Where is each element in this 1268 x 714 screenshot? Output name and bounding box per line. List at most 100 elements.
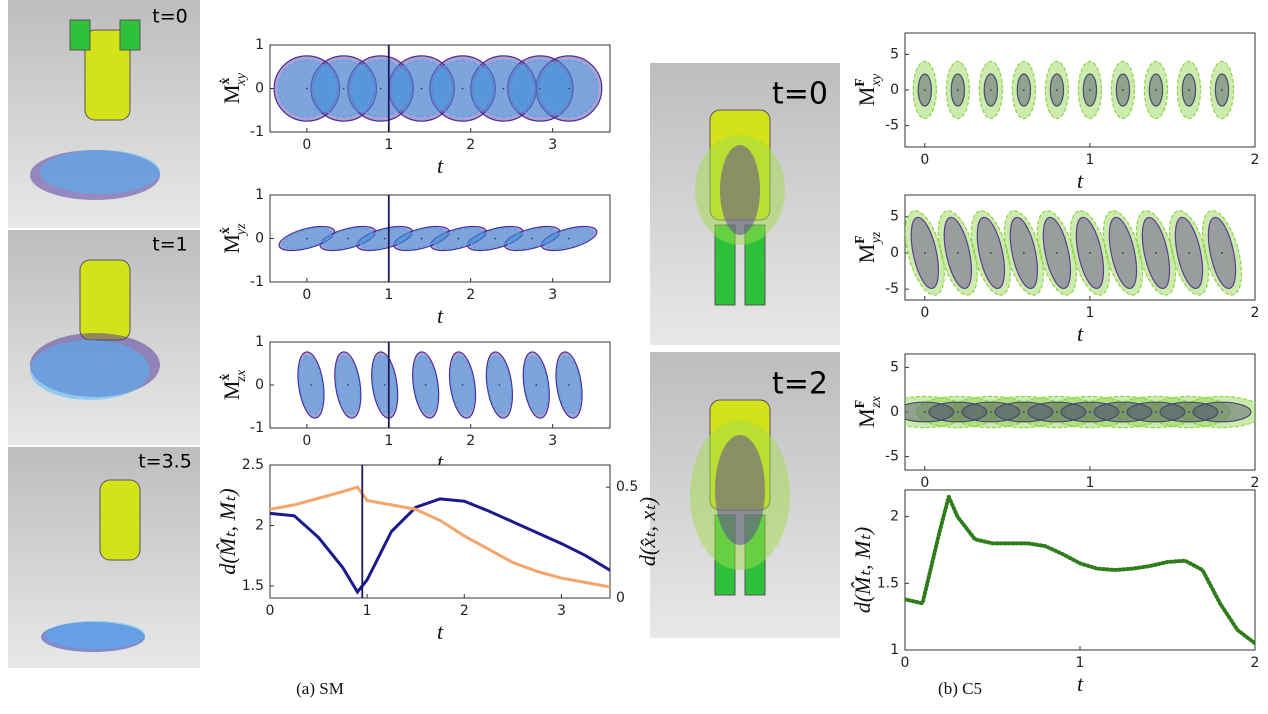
x-tick-label: 1 — [1085, 475, 1094, 491]
x-tick-label: 2 — [1251, 305, 1260, 321]
y-tick-label: -1 — [250, 420, 264, 436]
x-axis-label: t — [1077, 321, 1084, 346]
x-tick-label: 1 — [1085, 152, 1094, 168]
y-label-base: M — [854, 87, 879, 107]
center-dot — [990, 411, 992, 413]
x-tick-label: 2 — [460, 603, 469, 619]
x-tick-label: 0 — [920, 152, 929, 168]
center-dot — [383, 237, 386, 240]
plot-area — [912, 60, 1235, 120]
center-dot — [1221, 252, 1223, 254]
plot-area — [297, 351, 583, 419]
center-dot — [1122, 252, 1124, 254]
y-tick-label: -1 — [250, 274, 264, 290]
y-label-sup: F — [853, 400, 868, 409]
y-tick-label: -5 — [885, 118, 899, 134]
x-axis-label: t — [437, 303, 444, 328]
y-axis-label: d(M̂ₜ, Mₜ) — [215, 488, 240, 574]
x-tick-label: 0 — [302, 137, 311, 153]
x-tick-label: 1 — [1085, 305, 1094, 321]
center-dot — [1056, 411, 1058, 413]
y-axis-label: MFyz — [853, 231, 884, 263]
center-dot — [531, 237, 533, 240]
center-dot — [1089, 89, 1091, 91]
y-label-sub: zx — [234, 369, 249, 382]
x-tick-label: 1 — [384, 137, 393, 153]
y2-tick-label: 0 — [616, 590, 625, 606]
chart: 0 1 2 -5 0 5 t MFxy — [853, 32, 1260, 193]
plot-area — [905, 395, 1255, 429]
y-tick-label: 1 — [255, 334, 264, 350]
center-dot — [924, 411, 926, 413]
chart: 0 1 2 3 -1 0 1 t Mẋyz — [218, 187, 611, 328]
center-dot — [379, 87, 382, 90]
y-label-sub: xy — [869, 73, 884, 87]
center-dot — [1155, 411, 1157, 413]
center-dot — [461, 384, 464, 386]
x-axis-label: t — [1077, 671, 1084, 696]
plot-area — [278, 225, 598, 252]
y-axis-label: MFxy — [853, 73, 884, 106]
y-tick-label: 0 — [890, 245, 899, 261]
center-dot — [1056, 89, 1058, 91]
image-label: t=3.5 — [138, 451, 192, 473]
robot-ellipses — [30, 135, 790, 652]
plot-frame — [904, 489, 1256, 651]
center-dot — [461, 87, 464, 90]
plot-area — [905, 490, 1255, 646]
y-axis-label: Mẋzx — [218, 369, 249, 400]
x-tick-label: 1 — [384, 287, 393, 303]
x-axis-label: t — [437, 153, 444, 178]
y-tick-label: 0 — [890, 82, 899, 98]
line — [270, 485, 610, 589]
x-tick-label: 0 — [266, 603, 275, 619]
center-dot — [957, 252, 959, 254]
y-axis-label: Mẋxy — [218, 72, 249, 104]
x-axis-label: t — [437, 619, 444, 644]
line — [905, 490, 1255, 646]
y-axis-label: d(M̂ₜ, Mₜ) — [850, 527, 875, 613]
x-tick-label: 2 — [466, 287, 475, 303]
center-dot — [383, 384, 386, 386]
center-dot — [494, 237, 497, 240]
plot-frame — [904, 32, 1256, 148]
y-label-sup: ẋ — [218, 374, 233, 381]
x-tick-label: 0 — [901, 655, 910, 671]
y-tick-label: 5 — [890, 359, 899, 375]
y-label-base: M — [219, 381, 244, 401]
center-dot — [1221, 89, 1223, 91]
x-tick-label: 2 — [1251, 152, 1260, 168]
y-tick-label: 2.5 — [242, 457, 264, 473]
caption: (b) C5 — [938, 679, 982, 698]
y-tick-label: 0 — [890, 404, 899, 420]
chart: 0 1 2 -5 0 5 t MFyz — [853, 194, 1260, 346]
center-dot — [568, 384, 570, 386]
y-axis-label: Mẋyz — [218, 223, 249, 254]
x-tick-label: 2 — [1251, 475, 1260, 491]
y-tick-label: 5 — [890, 46, 899, 62]
chart: 0 1 2 3 -1 0 1 t Mẋxy — [218, 37, 611, 178]
center-dot — [347, 237, 349, 240]
chart: 012-505tMFzx — [853, 353, 1260, 516]
x-tick-label: 3 — [548, 433, 557, 449]
chart: 0 1 2 3 -1 0 1 t Mẋzx — [218, 334, 611, 474]
center-dot — [1089, 252, 1091, 254]
y-label-sub: yz — [234, 223, 249, 237]
y-label-base: M — [219, 234, 244, 254]
center-dot — [957, 411, 959, 413]
center-dot — [1089, 411, 1091, 413]
center-dot — [1155, 252, 1157, 254]
y-tick-label: 1 — [255, 187, 264, 203]
x-tick-label: 0 — [302, 287, 311, 303]
x-tick-label: 0 — [302, 433, 311, 449]
center-dot — [420, 237, 423, 240]
center-dot — [1056, 252, 1058, 254]
robot-images: t=0 t=1 t=3.5 t=0 t=2 — [8, 0, 840, 668]
y-axis-label: MFzx — [853, 395, 884, 428]
y-label-sup: ẋ — [218, 227, 233, 234]
y-tick-label: 0 — [255, 231, 264, 247]
y-tick-label: 1 — [890, 642, 899, 658]
y-label-base: M — [219, 84, 244, 104]
plot-frame — [269, 341, 611, 429]
y-tick-label: 2 — [255, 517, 264, 533]
